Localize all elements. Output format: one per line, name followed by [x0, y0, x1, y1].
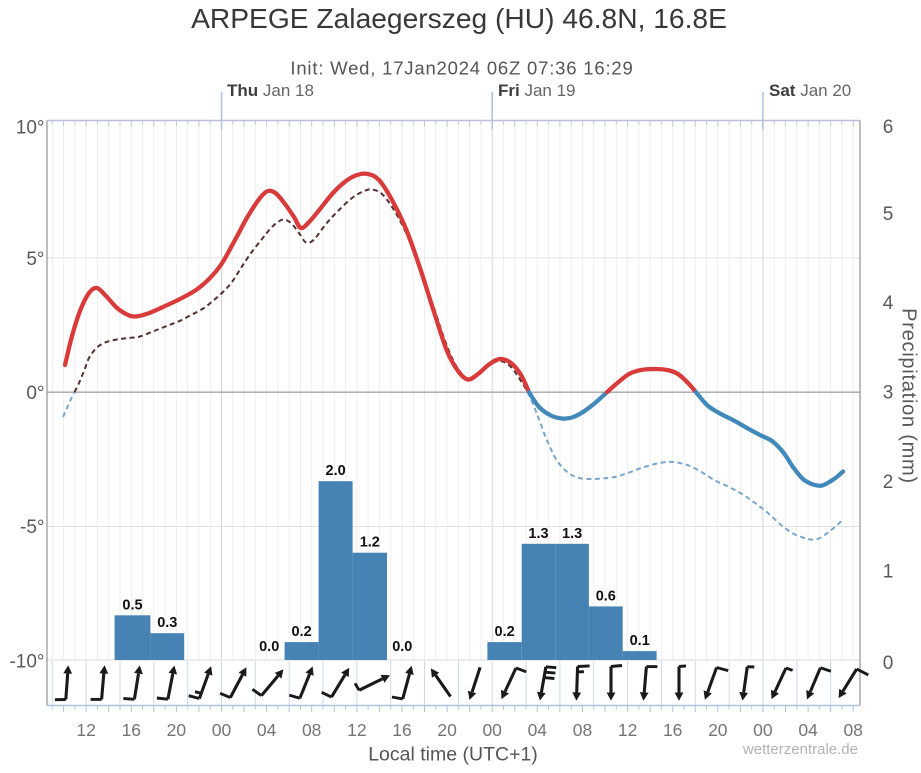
- svg-text:3: 3: [883, 383, 894, 404]
- svg-text:08: 08: [573, 720, 592, 740]
- svg-text:16: 16: [392, 720, 411, 740]
- svg-text:Fri Jan 19: Fri Jan 19: [498, 81, 576, 100]
- svg-text:04: 04: [798, 720, 818, 740]
- svg-text:wetterzentrale.de: wetterzentrale.de: [742, 741, 858, 758]
- svg-text:Local time (UTC+1): Local time (UTC+1): [368, 744, 538, 766]
- svg-text:2.0: 2.0: [326, 463, 346, 479]
- svg-text:20: 20: [167, 720, 187, 740]
- svg-text:0.2: 0.2: [495, 624, 515, 640]
- svg-text:-5°: -5°: [20, 517, 45, 538]
- svg-text:16: 16: [122, 720, 141, 740]
- svg-text:Sat Jan 20: Sat Jan 20: [769, 81, 851, 100]
- svg-text:20: 20: [708, 720, 728, 740]
- svg-text:0°: 0°: [26, 383, 44, 404]
- svg-text:5°: 5°: [26, 249, 44, 270]
- svg-text:1.2: 1.2: [360, 535, 380, 551]
- svg-text:1: 1: [883, 561, 894, 582]
- svg-text:20: 20: [437, 720, 457, 740]
- svg-text:1.3: 1.3: [562, 526, 582, 542]
- svg-text:04: 04: [257, 720, 277, 740]
- svg-text:00: 00: [753, 720, 773, 740]
- svg-text:2: 2: [883, 472, 894, 493]
- svg-text:6: 6: [883, 117, 894, 138]
- svg-text:-10°: -10°: [9, 652, 44, 673]
- svg-text:12: 12: [76, 720, 95, 740]
- svg-text:0.6: 0.6: [596, 588, 616, 604]
- svg-text:08: 08: [302, 720, 321, 740]
- svg-text:4: 4: [883, 293, 894, 314]
- svg-text:0.0: 0.0: [259, 639, 279, 655]
- svg-text:12: 12: [347, 720, 366, 740]
- svg-text:0.2: 0.2: [292, 624, 312, 640]
- svg-text:04: 04: [528, 720, 548, 740]
- svg-text:12: 12: [618, 720, 637, 740]
- svg-text:0.1: 0.1: [630, 633, 650, 649]
- svg-text:Precipitation (mm): Precipitation (mm): [898, 308, 920, 484]
- svg-text:00: 00: [482, 720, 502, 740]
- svg-text:0.0: 0.0: [392, 639, 412, 655]
- svg-text:16: 16: [663, 720, 682, 740]
- svg-text:00: 00: [212, 720, 232, 740]
- svg-text:0: 0: [883, 653, 894, 674]
- svg-text:0.5: 0.5: [122, 597, 142, 613]
- svg-text:10°: 10°: [16, 118, 45, 139]
- svg-text:0.3: 0.3: [157, 615, 177, 631]
- svg-text:Thu Jan 18: Thu Jan 18: [227, 81, 314, 100]
- svg-text:5: 5: [883, 204, 894, 225]
- svg-text:1.3: 1.3: [528, 526, 548, 542]
- svg-text:Init: Wed, 17Jan2024 06Z 07:36: Init: Wed, 17Jan2024 06Z 07:36 16:29: [290, 58, 633, 79]
- svg-text:ARPEGE Zalaegerszeg (HU) 46.8N: ARPEGE Zalaegerszeg (HU) 46.8N, 16.8E: [191, 2, 727, 34]
- svg-text:08: 08: [843, 720, 862, 740]
